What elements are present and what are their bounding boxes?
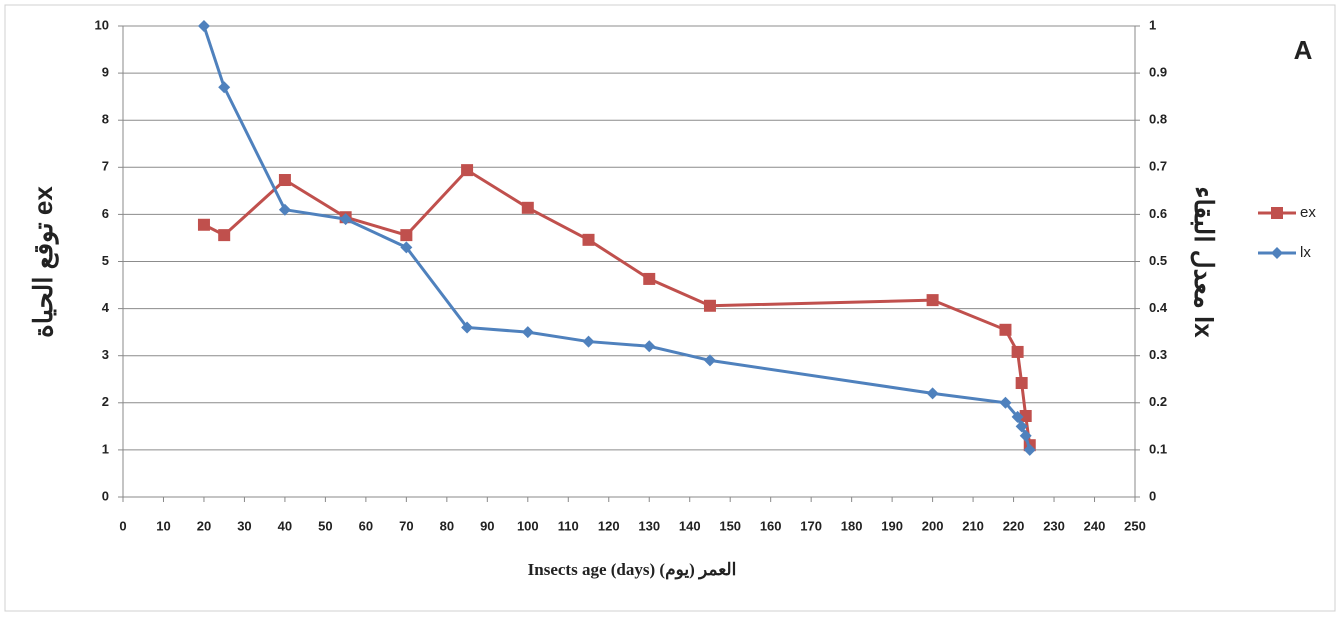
x-tick-label: 10	[156, 518, 170, 533]
series-line	[202, 25, 1032, 451]
y2-tick-label: 0.9	[1149, 65, 1167, 80]
x-tick-label: 140	[679, 518, 701, 533]
marker	[278, 203, 291, 216]
y-tick-label: 1	[102, 441, 109, 456]
y-tick-label: 4	[102, 300, 110, 315]
x-tick-label: 50	[318, 518, 332, 533]
y2-tick-label: 0.8	[1149, 112, 1167, 127]
x-tick-label: 80	[440, 518, 454, 533]
x-tick-label: 200	[922, 518, 944, 533]
y2-tick-label: 1	[1149, 17, 1156, 32]
x-tick-label: 210	[962, 518, 984, 533]
legend-label: ex	[1300, 204, 1316, 221]
y2-tick-label: 0.2	[1149, 394, 1167, 409]
marker	[1019, 429, 1032, 442]
y-tick-label: 8	[102, 112, 109, 127]
annotation: A	[1294, 35, 1313, 65]
y-tick-label: 10	[95, 17, 109, 32]
marker	[521, 201, 534, 214]
x-tick-label: 120	[598, 518, 620, 533]
marker	[218, 229, 231, 242]
x-tick-label: 90	[480, 518, 494, 533]
x-tick-label: 170	[800, 518, 822, 533]
marker	[1011, 345, 1024, 358]
marker	[703, 299, 716, 312]
marker	[582, 335, 595, 348]
series-line	[203, 168, 1032, 446]
x-tick-label: 20	[197, 518, 211, 533]
marker	[1015, 377, 1028, 390]
marker	[643, 272, 656, 285]
marker	[339, 213, 352, 226]
y-tick-label: 7	[102, 159, 109, 174]
marker	[1271, 207, 1283, 219]
y2-tick-label: 0.6	[1149, 206, 1167, 221]
marker	[197, 218, 210, 231]
y2-tick-label: 0.1	[1149, 441, 1167, 456]
legend-label: lx	[1300, 244, 1311, 261]
y-tick-label: 2	[102, 394, 109, 409]
x-tick-label: 30	[237, 518, 251, 533]
x-tick-label: 150	[719, 518, 741, 533]
marker	[1023, 443, 1036, 456]
chart-frame	[4, 4, 1336, 612]
marker	[218, 81, 231, 94]
y2-tick-label: 0.4	[1149, 300, 1168, 315]
marker	[582, 233, 595, 246]
marker	[461, 321, 474, 334]
marker	[1011, 410, 1024, 423]
x-tick-label: 0	[119, 518, 126, 533]
marker	[703, 354, 716, 367]
x-tick-label: 240	[1084, 518, 1106, 533]
marker	[999, 396, 1012, 409]
marker	[1019, 409, 1032, 422]
x-tick-label: 220	[1003, 518, 1025, 533]
x-tick-label: 40	[278, 518, 292, 533]
marker	[521, 326, 534, 339]
y2-tick-label: 0.5	[1149, 253, 1167, 268]
marker	[926, 387, 939, 400]
y-tick-label: 9	[102, 65, 109, 80]
y-axis-title: توقع الحياة ex	[28, 186, 59, 338]
y2-tick-label: 0	[1149, 488, 1156, 503]
marker	[1015, 420, 1028, 433]
y2-tick-label: 0.7	[1149, 159, 1167, 174]
marker	[926, 294, 939, 307]
marker	[461, 164, 474, 177]
marker	[400, 229, 413, 242]
x-tick-label: 160	[760, 518, 782, 533]
y2-tick-label: 0.3	[1149, 347, 1167, 362]
x-tick-label: 180	[841, 518, 863, 533]
y-tick-label: 6	[102, 206, 109, 221]
marker	[278, 174, 291, 187]
x-axis-title: Insects age (days) العمر (يوم)	[528, 560, 737, 580]
y-tick-label: 3	[102, 347, 109, 362]
x-tick-label: 60	[359, 518, 373, 533]
x-tick-label: 110	[558, 518, 579, 533]
x-tick-label: 70	[399, 518, 413, 533]
x-tick-label: 230	[1043, 518, 1065, 533]
x-tick-label: 100	[517, 518, 539, 533]
x-tick-label: 190	[881, 518, 903, 533]
marker	[999, 323, 1012, 336]
x-tick-label: 250	[1124, 518, 1146, 533]
marker	[197, 20, 210, 32]
marker	[400, 241, 413, 254]
marker	[643, 340, 656, 353]
y-tick-label: 5	[102, 253, 109, 268]
y2-axis-title: معدل البقاء lx	[1189, 186, 1219, 338]
y-tick-label: 0	[102, 488, 109, 503]
x-tick-label: 130	[638, 518, 660, 533]
marker	[1271, 247, 1283, 259]
